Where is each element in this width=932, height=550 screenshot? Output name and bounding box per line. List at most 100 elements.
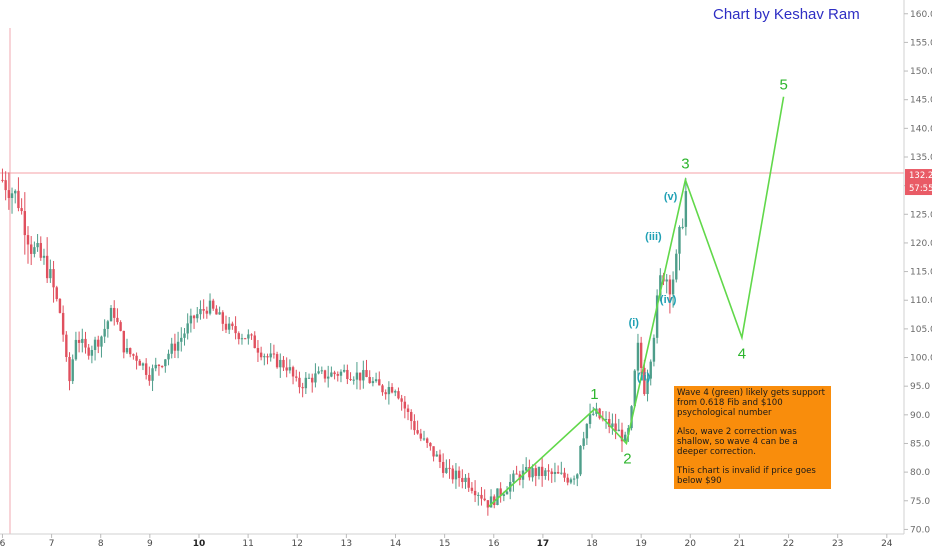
candle-body [483,498,486,501]
candle-body [160,366,164,368]
candle-body [499,488,502,496]
candle-body [655,295,659,338]
price-badge-countdown: 57:55 [909,184,932,194]
x-tick-label: 17 [537,539,550,549]
subwave-label: (v) [664,191,678,203]
candle-body [215,308,218,315]
candle-body [189,315,193,324]
candle-body [368,376,371,384]
candle-body [307,377,311,379]
price-badge-value: 132.2 [909,171,932,181]
candle-body [36,243,39,248]
candle-body [1,179,4,181]
candle-body [74,339,78,360]
candle-body [410,411,413,422]
candle-body [68,356,71,382]
candle-body [272,353,276,355]
candle-body [106,321,110,329]
candle-body [477,494,480,496]
candle-body [400,398,403,402]
candle-body [263,356,266,358]
candle-body [97,339,100,347]
wave-path [488,96,785,508]
candle-body [55,287,58,299]
candle-body [122,330,126,353]
candle-body [196,314,199,319]
candle-body [221,312,225,324]
candle-body [167,353,170,360]
candle-body [566,477,569,483]
y-tick-label: 75.0 [910,497,930,507]
candle-body [576,474,579,479]
candle-body [295,376,298,378]
candle-body [138,360,141,366]
candle-body [247,334,250,339]
candle-body [4,180,7,191]
note-paragraph-3: This chart is invalid if price goes belo… [677,466,816,486]
candle-body [259,352,263,358]
candle-body [448,467,451,469]
candle-body [39,243,42,258]
candle-body [176,341,180,351]
candle-body [326,376,330,379]
subwave-label: (i) [629,317,640,329]
candle-body [505,491,509,495]
candle-body [186,323,189,334]
candle-body [199,309,202,315]
candle-body [355,372,359,380]
candle-body [671,279,675,295]
candle-body [10,193,14,198]
candle-body [346,369,349,380]
candle-body [208,300,212,314]
candle-body [387,387,391,395]
candle-body [528,467,531,478]
x-tick-label: 8 [98,539,104,549]
candle-body [180,337,183,342]
candle-body [659,275,662,296]
wave-label-5: 5 [779,76,787,93]
candle-body [604,419,608,421]
candle-body [231,323,234,327]
candle-body [256,348,260,353]
candle-body [547,470,550,472]
x-tick-label: 6 [0,539,6,549]
candle-body [20,208,23,212]
candle-body [649,361,652,379]
candle-body [467,477,470,488]
candle-body [311,377,314,383]
x-tick-label: 24 [881,539,893,549]
x-tick-label: 9 [147,539,153,549]
candle-body [384,392,387,395]
candle-body [378,379,381,386]
candle-body [29,244,33,254]
y-tick-label: 110.0 [910,296,932,306]
candle-body [234,326,237,334]
candle-body [81,338,84,343]
candle-body [7,190,11,198]
candle-body [496,488,499,506]
candle-body [617,429,620,432]
candle-body [429,442,432,447]
candle-body [109,307,113,322]
candle-body [128,348,132,355]
candle-body [151,368,154,381]
y-tick-label: 125.0 [910,210,932,220]
candle-body [61,312,65,335]
candle-body [100,336,103,347]
candle-body [164,359,167,367]
candle-body [183,333,186,338]
candle-body [132,354,135,356]
candle-body [397,391,400,399]
candle-body [253,335,256,349]
analysis-note: Wave 4 (green) likely gets support from … [674,386,831,489]
wave-label-4: 4 [738,346,746,363]
wave-label-2: 2 [623,451,631,468]
candle-body [205,310,209,314]
candle-body [537,466,541,476]
candle-body [512,473,515,482]
candle-body [87,347,90,356]
candle-body [422,438,426,440]
candle-body [144,363,148,375]
candle-body [365,369,368,377]
